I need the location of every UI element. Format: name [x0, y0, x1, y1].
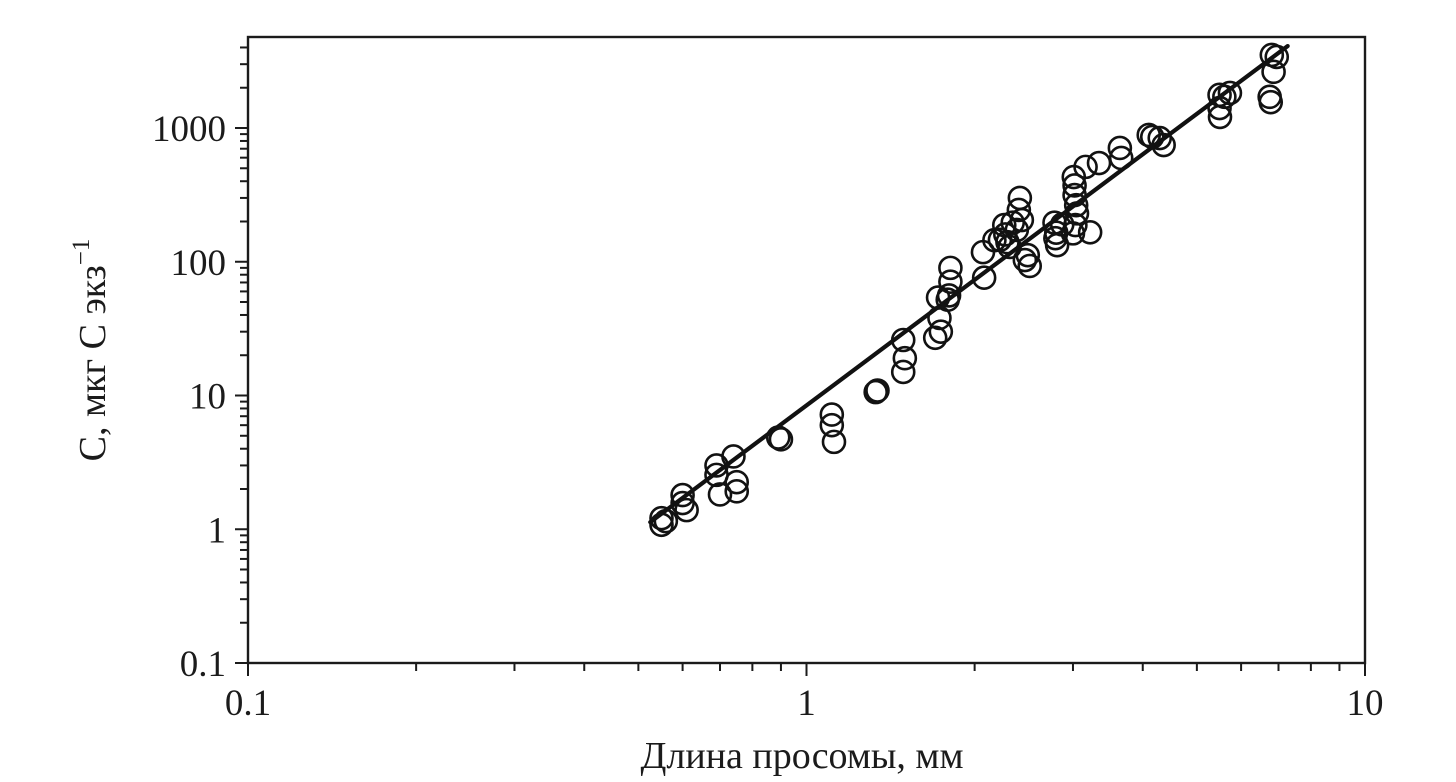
data-point: [935, 287, 961, 313]
data-point: [1077, 220, 1103, 245]
y-tick-label: 10: [189, 377, 226, 418]
y-axis-title-superscript: −1: [68, 239, 95, 266]
data-point: [890, 327, 916, 353]
data-point: [865, 378, 890, 403]
data-point: [721, 444, 746, 469]
y-tick-label: 100: [171, 243, 227, 284]
data-point: [670, 482, 695, 508]
data-point: [1062, 173, 1087, 198]
data-points: [649, 42, 1290, 538]
data-point: [1062, 182, 1087, 208]
data-point: [821, 429, 847, 455]
x-axis-title: Длина просомы, мм: [640, 735, 963, 777]
data-point: [1261, 59, 1286, 85]
data-point: [938, 269, 963, 294]
data-point: [863, 379, 888, 405]
data-point: [649, 512, 674, 538]
y-tick-label: 1: [208, 510, 227, 551]
y-axis-ticks: [235, 46, 248, 664]
x-tick-label: 10: [1347, 683, 1384, 724]
x-tick-label: 1: [797, 683, 816, 724]
y-tick-label: 1000: [152, 109, 226, 150]
data-point: [925, 285, 951, 310]
data-point: [890, 359, 916, 385]
data-point: [724, 479, 750, 504]
data-point: [1207, 104, 1233, 130]
data-point: [653, 508, 679, 534]
data-point: [724, 469, 750, 495]
x-axis-ticks: [247, 663, 1366, 676]
data-point: [1264, 44, 1290, 70]
data-point: [938, 255, 963, 281]
data-point: [1107, 135, 1133, 161]
regression-line: [648, 43, 1290, 525]
data-point: [1258, 89, 1284, 115]
data-point: [1015, 242, 1041, 268]
data-point: [1004, 217, 1030, 243]
x-tick-labels: 0.1 1 10: [225, 683, 1384, 724]
data-point: [1073, 154, 1098, 180]
data-point: [993, 222, 1018, 247]
data-point: [1151, 132, 1176, 158]
data-point: [765, 425, 791, 450]
regression-line-group: [648, 43, 1290, 525]
data-point: [922, 325, 948, 351]
y-axis-title-main: С, мкг С экз: [72, 265, 114, 461]
x-tick-label: 0.1: [225, 683, 271, 724]
data-point: [928, 319, 954, 344]
y-tick-labels: 0.1 1 10 100 1000: [152, 109, 226, 685]
data-point: [1017, 253, 1043, 279]
data-point: [819, 402, 845, 427]
data-point: [1086, 150, 1112, 176]
data-point: [1063, 192, 1089, 218]
plot-frame: [246, 35, 1367, 665]
data-point: [1060, 221, 1086, 246]
data-point: [1207, 95, 1232, 121]
data-point: [892, 345, 918, 371]
data-point: [819, 412, 845, 438]
data-point: [1012, 247, 1038, 273]
data-point: [768, 427, 794, 452]
data-point: [707, 482, 733, 507]
y-tick-label: 0.1: [180, 644, 226, 685]
data-point: [649, 505, 674, 531]
y-axis-title: С, мкг С экз−1: [68, 239, 114, 462]
data-point: [971, 265, 997, 290]
data-point: [1006, 197, 1032, 223]
data-point: [1108, 145, 1134, 171]
data-point: [674, 497, 699, 523]
